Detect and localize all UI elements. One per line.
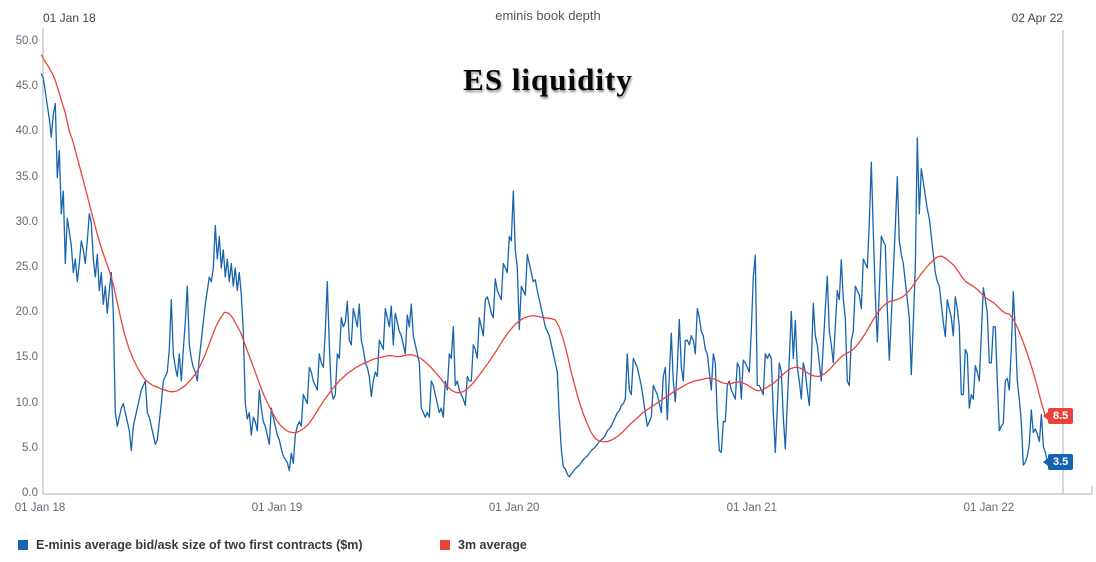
badge-arrow-icon bbox=[1043, 458, 1048, 467]
y-tick-label: 30.0 bbox=[15, 215, 38, 228]
range-end-date-label: 02 Apr 22 bbox=[1011, 11, 1063, 25]
x-tick-label: 01 Jan 21 bbox=[726, 502, 778, 514]
blue-series-end-value-badge: 3.5 bbox=[1042, 454, 1074, 471]
y-tick-label: 40.0 bbox=[15, 125, 38, 138]
legend-label-blue-series: E-minis average bid/ask size of two firs… bbox=[36, 538, 363, 552]
y-tick-label: 5.0 bbox=[22, 441, 38, 454]
blue-series-line bbox=[40, 73, 1049, 478]
y-tick-label: 45.0 bbox=[15, 80, 38, 93]
x-tick-label: 01 Jan 18 bbox=[14, 502, 66, 514]
blue-series-swatch-icon bbox=[18, 540, 28, 550]
y-tick-label: 25.0 bbox=[15, 261, 38, 273]
chart-title: ES liquidity bbox=[463, 62, 633, 97]
range-start-date-label: 01 Jan 18 bbox=[43, 11, 96, 25]
red-series-swatch-icon bbox=[440, 540, 450, 550]
red-series-end-value-badge: 8.5 bbox=[1042, 408, 1074, 425]
y-tick-label: 35.0 bbox=[15, 170, 38, 183]
legend-item-blue-series[interactable]: E-minis average bid/ask size of two firs… bbox=[18, 538, 362, 552]
y-tick-label: 50.0 bbox=[15, 35, 38, 47]
y-tick-label: 10.0 bbox=[15, 396, 38, 409]
legend-item-red-series[interactable]: 3m average bbox=[440, 538, 527, 552]
x-tick-label: 01 Jan 20 bbox=[488, 502, 540, 514]
badge-arrow-icon bbox=[1043, 412, 1048, 421]
red-series-line bbox=[40, 54, 1047, 443]
x-tick-label: 01 Jan 19 bbox=[251, 502, 303, 514]
y-tick-label: 0.0 bbox=[22, 487, 38, 499]
legend-label-red-series: 3m average bbox=[458, 538, 527, 552]
legend: E-minis average bid/ask size of two firs… bbox=[0, 538, 1096, 558]
y-tick-label: 15.0 bbox=[15, 351, 38, 364]
x-tick-label: 01 Jan 22 bbox=[963, 502, 1015, 514]
chart-subtitle: eminis book depth bbox=[495, 8, 601, 23]
y-tick-label: 20.0 bbox=[15, 306, 38, 319]
